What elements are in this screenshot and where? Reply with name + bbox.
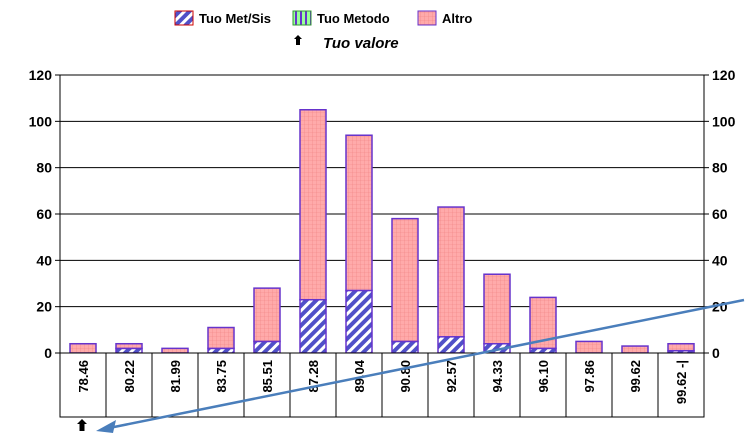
- bar-segment-altro: [621, 345, 649, 354]
- x-tick-label: 96.10: [536, 360, 551, 393]
- bar-segment-met-sis: [345, 289, 373, 354]
- y-tick-label-left: 20: [36, 299, 52, 315]
- y-tick-label-right: 60: [712, 206, 728, 222]
- y-tick-label-right: 20: [712, 299, 728, 315]
- bar-segment-met-sis: [437, 336, 465, 354]
- bar-segment-altro: [161, 347, 189, 354]
- legend-item-tuo-valore: Tuo valore: [294, 35, 399, 52]
- bar-segment-altro: [391, 217, 419, 343]
- x-tick-label: 80.22: [122, 360, 137, 393]
- x-tick-label: 97.86: [582, 360, 597, 393]
- legend-item-metodo: Tuo Metodo: [292, 10, 390, 26]
- bar-segment-altro: [483, 273, 511, 345]
- legend-swatch-altro: [417, 10, 437, 26]
- x-axis: 78.46 80.22 81.99 83.75 85.51 87.28 89.04 90.80…: [59, 352, 705, 418]
- x-label-cell: [59, 352, 107, 418]
- y-tick-label-right: 40: [712, 252, 728, 268]
- legend: Tuo Met/Sis Tuo Metodo Altro Tuo valore: [174, 10, 472, 52]
- x-label-cell: [519, 352, 567, 418]
- x-label-cell: [151, 352, 199, 418]
- x-label-cell: [565, 352, 613, 418]
- x-label-cell: [289, 352, 337, 418]
- y-tick-label-right: 100: [712, 113, 736, 129]
- legend-label-altro: Altro: [442, 11, 472, 26]
- legend-label-tuo-valore: Tuo valore: [323, 35, 399, 52]
- y-tick-label-right: 80: [712, 160, 728, 176]
- bar-segment-met-sis: [299, 298, 327, 354]
- y-tick-label-left: 100: [29, 113, 53, 129]
- legend-item-altro: Altro: [417, 10, 472, 26]
- x-tick-label: 81.99: [168, 360, 183, 393]
- tuo-valore-marker-icon: [77, 419, 87, 431]
- x-label-cell: [427, 352, 475, 418]
- x-label-cell: [243, 352, 291, 418]
- y-tick-label-left: 0: [44, 345, 52, 361]
- bars: [69, 109, 695, 354]
- x-tick-label: 78.46: [76, 360, 91, 393]
- bar-segment-altro: [345, 134, 373, 292]
- y-tick-label-left: 60: [36, 206, 52, 222]
- arrowhead-icon: [96, 420, 116, 433]
- x-label-cell: [657, 352, 705, 418]
- bar-segment-altro: [253, 287, 281, 343]
- x-tick-label: 90.80: [398, 360, 413, 393]
- x-tick-label: 99.62: [628, 360, 643, 393]
- legend-swatch-metodo: [292, 10, 312, 26]
- y-tick-label-left: 80: [36, 160, 52, 176]
- bar-segment-altro: [437, 206, 465, 338]
- x-tick-label: 87.28: [306, 360, 321, 393]
- y-tick-label-left: 40: [36, 252, 52, 268]
- legend-swatch-met-sis: [174, 10, 194, 26]
- bar-segment-met-sis: [253, 340, 281, 354]
- bar-segment-altro: [69, 342, 97, 354]
- marker-arrow-icon: [294, 35, 302, 45]
- x-label-cell: [473, 352, 521, 418]
- x-tick-label: 94.33: [490, 360, 505, 393]
- annotation-arrow: [96, 298, 745, 433]
- x-tick-label: 85.51: [260, 360, 275, 393]
- x-tick-label: 83.75: [214, 360, 229, 393]
- bar-segment-altro: [299, 109, 327, 301]
- x-tick-label: 92.57: [444, 360, 459, 393]
- x-label-cell: [381, 352, 429, 418]
- bar-segment-altro: [667, 342, 695, 352]
- y-axis-left: 0 20 40 60 80 100 120: [29, 67, 60, 361]
- y-tick-label-left: 120: [29, 67, 53, 83]
- legend-label-met-sis: Tuo Met/Sis: [199, 11, 271, 26]
- legend-item-met-sis: Tuo Met/Sis: [174, 10, 271, 26]
- bar-segment-altro: [115, 342, 143, 350]
- bar-segment-altro: [575, 340, 603, 354]
- x-label-cell: [105, 352, 153, 418]
- y-axis-right: 0 20 40 60 80 100 120: [704, 67, 736, 361]
- bar-segment-altro: [207, 326, 235, 350]
- x-label-cell: [335, 352, 383, 418]
- bar-segment-met-sis: [391, 340, 419, 354]
- x-tick-label: 89.04: [352, 359, 367, 392]
- y-tick-label-right: 120: [712, 67, 736, 83]
- legend-label-metodo: Tuo Metodo: [317, 11, 390, 26]
- y-tick-label-right: 0: [712, 345, 720, 361]
- x-tick-label: 99.62 -|: [674, 360, 689, 404]
